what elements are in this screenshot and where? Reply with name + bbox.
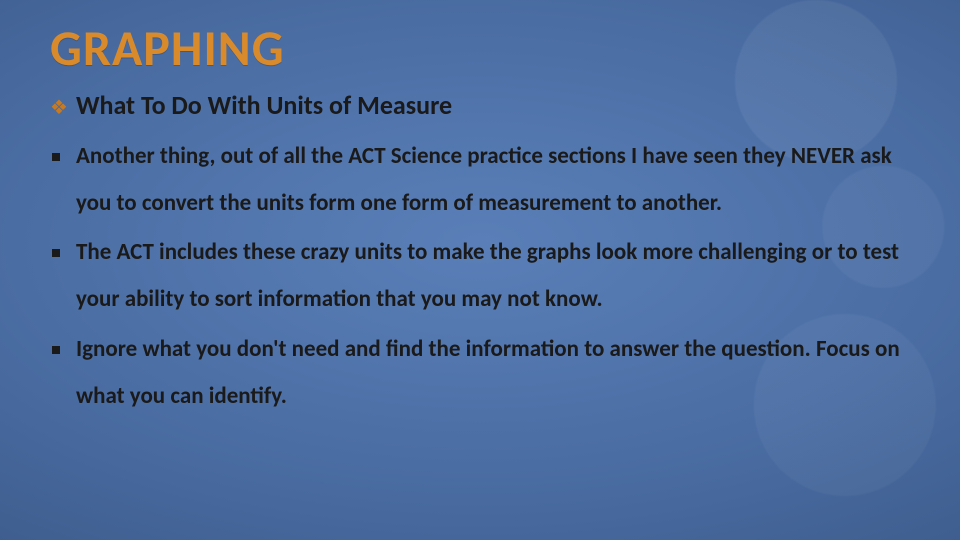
subtitle-row: ❖ What To Do With Units of Measure <box>50 89 910 121</box>
list-item: Ignore what you don't need and find the … <box>50 326 910 420</box>
list-item: The ACT includes these crazy units to ma… <box>50 229 910 323</box>
slide: GRAPHING ❖ What To Do With Units of Meas… <box>0 0 960 540</box>
body-list: Another thing, out of all the ACT Scienc… <box>50 133 910 420</box>
list-item: Another thing, out of all the ACT Scienc… <box>50 133 910 227</box>
slide-title: GRAPHING <box>50 18 910 79</box>
diamond-bullet-icon: ❖ <box>50 98 68 118</box>
slide-subtitle: What To Do With Units of Measure <box>76 89 452 121</box>
